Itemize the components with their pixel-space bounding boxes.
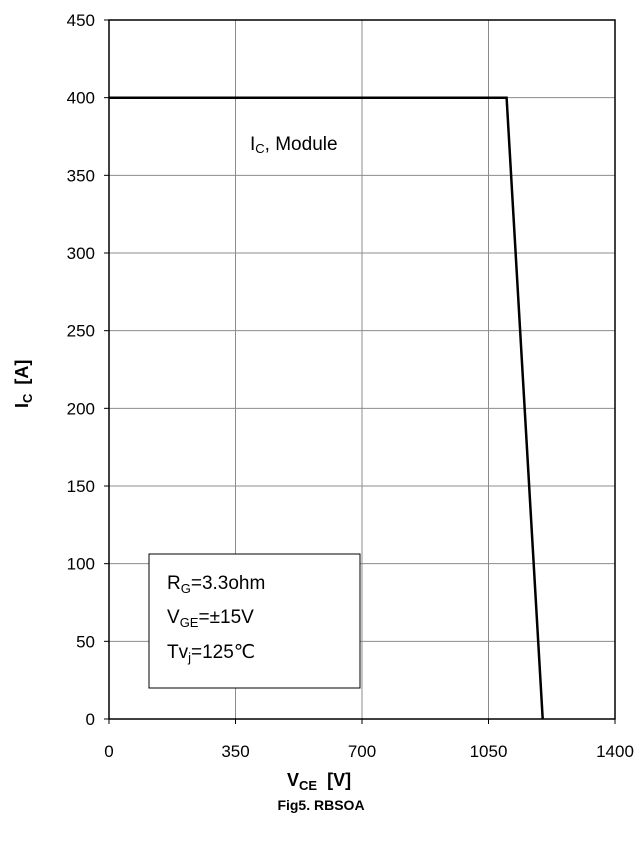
y-tick-label: 450	[67, 11, 95, 30]
y-tick-label: 300	[67, 244, 95, 263]
y-axis-title: IC[A]	[12, 360, 35, 408]
conditions-box	[148, 553, 361, 689]
x-tick-label: 1400	[596, 742, 634, 761]
plot-area-frame	[108, 19, 616, 720]
y-tick-label: 50	[76, 632, 95, 651]
axis-tick-labels: 0 350 700 1050 1400 0 50 100 150 200 250 300 350 400 4…	[67, 11, 634, 761]
series-layer	[109, 96, 544, 720]
x-tick-label: 700	[348, 742, 376, 761]
figure-caption: Fig5. RBSOA	[277, 797, 364, 813]
y-tick-label: 350	[67, 166, 95, 185]
y-tick-label: 0	[86, 710, 95, 729]
condition-vge: VGE=±15V	[167, 607, 254, 630]
series-label: IC, Module	[250, 134, 338, 156]
x-tick-label: 0	[104, 742, 113, 761]
rbsoa-boundary-line	[109, 96, 544, 720]
x-tick-label: 1050	[470, 742, 508, 761]
condition-rg: RG=3.3ohm	[167, 573, 265, 596]
y-tick-label: 200	[67, 399, 95, 418]
condition-tvj: Tvj=125℃	[167, 642, 255, 665]
y-tick-label: 100	[67, 555, 95, 574]
y-tick-label: 150	[67, 477, 95, 496]
y-tick-label: 400	[67, 89, 95, 108]
y-tick-label: 250	[67, 322, 95, 341]
x-tick-label: 350	[221, 742, 249, 761]
x-axis-title: VCE [V]	[287, 770, 351, 793]
